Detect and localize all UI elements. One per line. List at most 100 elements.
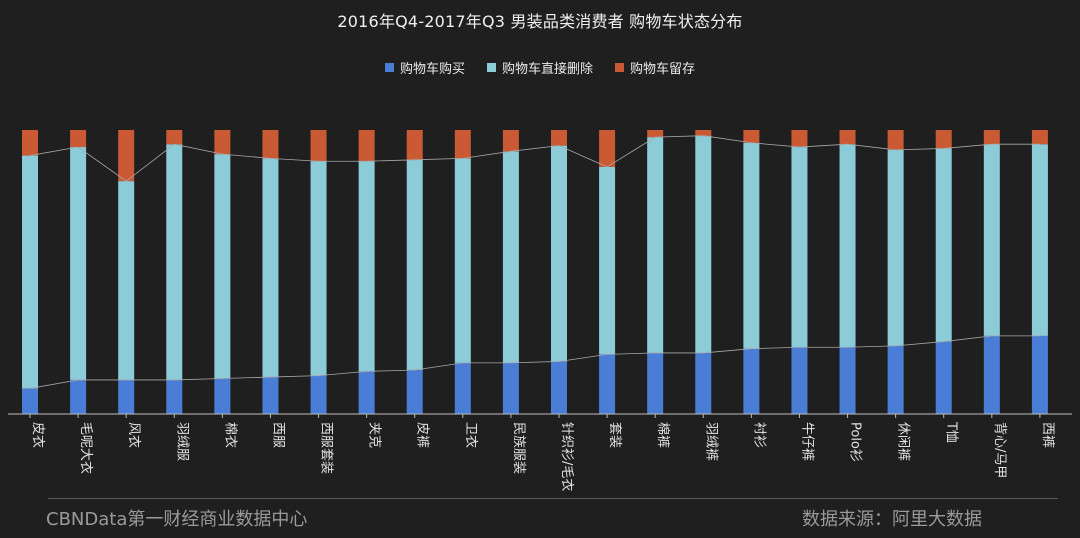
x-tick-label-15: 衬衫 <box>751 422 766 448</box>
legend-label-delete: 购物车直接删除 <box>501 62 593 77</box>
bar-segment-retain-13 <box>647 130 664 138</box>
x-tick-label-4: 棉衣 <box>222 422 238 448</box>
bar-segment-retain-1 <box>70 130 87 148</box>
legend-swatch-purchase <box>384 63 394 72</box>
bar-segment-retain-9 <box>454 130 471 159</box>
footer-source: 数据来源：阿里大数据 <box>802 509 982 530</box>
legend-swatch-delete <box>486 63 496 72</box>
x-tick-label-14: 羽绒裤 <box>703 422 718 461</box>
x-tick-label-8: 皮裤 <box>415 422 430 448</box>
footer-divider <box>48 498 1058 499</box>
bar-segment-retain-5 <box>262 130 279 159</box>
bar-segment-purchase-11 <box>551 361 567 414</box>
bar-segment-purchase-18 <box>887 345 904 414</box>
bar-segment-delete-2 <box>118 181 135 380</box>
x-tick-label-9: 卫衣 <box>463 422 479 448</box>
bar-segment-purchase-1 <box>70 379 87 414</box>
chart-title: 2016年Q4-2017年Q3 男装品类消费者 购物车状态分布 <box>337 12 743 31</box>
bar-segment-purchase-12 <box>599 354 616 414</box>
bar-segment-purchase-13 <box>647 352 664 414</box>
bar-segment-delete-14 <box>695 135 712 353</box>
bar-segment-delete-12 <box>599 166 616 355</box>
x-tick-label-5: 西服 <box>270 422 285 448</box>
bar-segment-delete-8 <box>406 159 423 370</box>
bar-segment-delete-6 <box>310 161 327 376</box>
bar-segment-purchase-3 <box>166 379 183 414</box>
x-tick-label-21: 西裤 <box>1040 422 1055 448</box>
bar-segment-retain-7 <box>358 130 375 162</box>
bar-segment-retain-20 <box>983 130 1000 145</box>
x-tick-label-20: 背心/马甲 <box>992 422 1007 478</box>
bar-segment-retain-4 <box>214 130 231 155</box>
x-tick-label-6: 西服套装 <box>319 422 335 474</box>
x-tick-label-3: 羽绒服 <box>174 422 189 461</box>
x-tick-label-12: 套装 <box>607 422 623 448</box>
legend-item-purchase: 购物车购买 <box>384 58 465 77</box>
x-tick-label-19: T恤 <box>944 421 959 443</box>
bar-segment-retain-3 <box>166 130 183 145</box>
bar-segment-delete-18 <box>887 149 904 346</box>
bar-segment-delete-4 <box>214 154 231 379</box>
bar-segment-delete-1 <box>70 147 87 380</box>
bar-segment-purchase-9 <box>454 362 471 414</box>
bar-segment-delete-19 <box>935 148 952 342</box>
bar-segment-purchase-19 <box>935 341 952 414</box>
x-tick-label-10: 民族服装 <box>511 422 527 474</box>
bar-segment-purchase-16 <box>791 347 808 414</box>
bar-segment-delete-17 <box>839 144 856 348</box>
bar-segment-purchase-17 <box>839 347 856 414</box>
bar-segment-retain-21 <box>1031 130 1048 145</box>
x-tick-label-11: 针织衫/毛衣 <box>559 422 575 491</box>
bar-segment-delete-3 <box>166 144 183 380</box>
legend-swatch-retain <box>615 63 624 72</box>
x-tick-label-7: 夹克 <box>367 422 382 448</box>
bar-segment-delete-10 <box>502 151 519 363</box>
bar-segment-retain-14 <box>695 130 712 136</box>
bar-segment-retain-8 <box>406 130 423 160</box>
bar-segment-purchase-21 <box>1031 335 1048 414</box>
bar-segment-purchase-10 <box>502 362 519 414</box>
bar-segment-delete-20 <box>983 144 1000 336</box>
bar-segment-purchase-8 <box>406 369 423 414</box>
legend-label-retain: 购物车留存 <box>630 62 696 77</box>
x-tick-label-2: 风衣 <box>126 422 142 448</box>
bar-segment-retain-18 <box>887 130 904 150</box>
legend-item-delete: 购物车直接删除 <box>486 58 593 77</box>
legend-item-retain: 购物车留存 <box>615 58 695 77</box>
bar-segment-purchase-20 <box>983 335 1000 414</box>
bar-segment-delete-21 <box>1031 144 1048 336</box>
bar-segment-delete-5 <box>262 158 279 378</box>
x-tick-label-16: 牛仔裤 <box>799 422 814 461</box>
footer-brand: CBNData第一财经商业数据中心 <box>46 509 308 530</box>
bar-segment-purchase-4 <box>214 378 231 414</box>
bar-segment-purchase-5 <box>262 377 279 414</box>
bar-segment-retain-6 <box>310 130 327 162</box>
bar-segment-delete-0 <box>22 155 38 389</box>
bar-segment-retain-2 <box>118 130 135 182</box>
x-tick-label-17: Polo衫 <box>848 422 863 462</box>
x-tick-label-1: 毛呢大衣 <box>78 422 94 474</box>
bar-segment-purchase-6 <box>310 375 327 414</box>
bar-segment-retain-10 <box>502 130 519 152</box>
bar-segment-purchase-0 <box>22 388 38 414</box>
bar-segment-retain-19 <box>935 130 952 149</box>
bar-segment-purchase-15 <box>743 348 760 414</box>
legend: 购物车购买 购物车直接删除 购物车留存 <box>0 58 1080 77</box>
bar-segment-purchase-2 <box>118 379 135 414</box>
bar-segment-delete-11 <box>551 145 567 362</box>
bar-segment-retain-12 <box>599 130 616 167</box>
bar-segment-purchase-14 <box>695 352 712 414</box>
bar-segment-delete-9 <box>454 158 471 363</box>
bar-segment-purchase-7 <box>358 371 375 414</box>
x-tick-label-18: 休闲裤 <box>896 422 911 461</box>
bar-segment-delete-15 <box>743 142 760 349</box>
bar-segment-retain-16 <box>791 130 808 148</box>
bar-segment-delete-16 <box>791 147 808 348</box>
bar-segment-retain-15 <box>743 130 760 143</box>
x-tick-label-13: 棉裤 <box>655 422 670 448</box>
legend-label-purchase: 购物车购买 <box>399 62 465 77</box>
trend-line-purchase <box>29 335 1040 389</box>
bar-segment-retain-0 <box>22 130 38 156</box>
x-tick-label-0: 皮衣 <box>30 422 46 448</box>
